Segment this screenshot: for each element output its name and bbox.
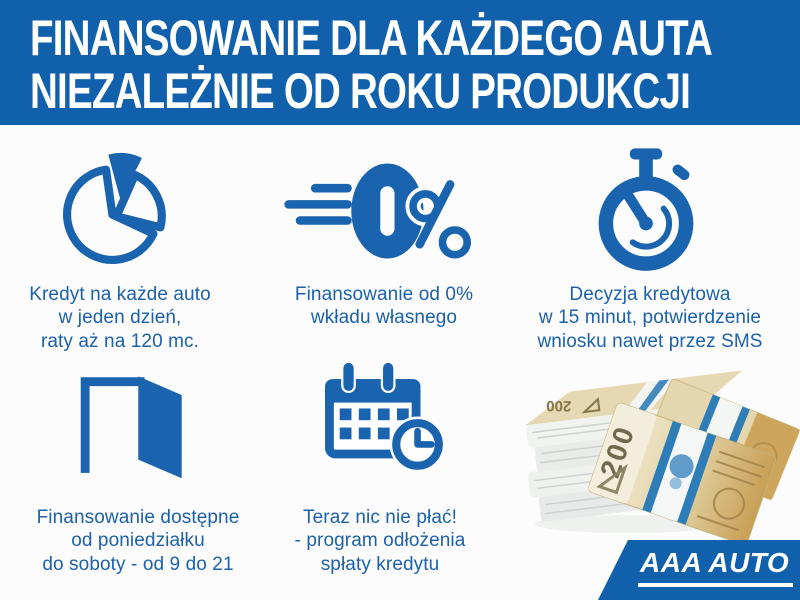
clock-hands bbox=[414, 427, 435, 448]
calendar-pegs bbox=[341, 360, 396, 394]
watch-side-button bbox=[672, 164, 690, 181]
money-stacks-image: 200 200 bbox=[525, 370, 800, 545]
pie-exploded-slice bbox=[108, 152, 142, 201]
calendar-grid bbox=[339, 408, 409, 440]
watch-center bbox=[639, 216, 653, 231]
pie-chart-icon bbox=[63, 152, 166, 264]
caption-decision: Decyzja kredytowa w 15 minut, potwierdze… bbox=[537, 284, 763, 352]
caption-deferred-payment: Teraz nic nie płać! - program odłożenia … bbox=[294, 507, 466, 575]
watch-ring bbox=[598, 176, 694, 271]
watch-top-button bbox=[629, 148, 663, 160]
open-door-icon bbox=[80, 376, 182, 479]
watch-inner-arc bbox=[629, 205, 673, 250]
door-frame bbox=[80, 377, 145, 473]
caption-credit: Kredyt na każde auto w jeden dzień, raty… bbox=[29, 284, 211, 352]
door-panel bbox=[138, 376, 182, 479]
pie-body bbox=[63, 165, 158, 264]
stopwatch-icon bbox=[598, 148, 694, 271]
headline-line2: NIEZALEŻNIE OD ROKU PRODUKCJI bbox=[30, 63, 691, 119]
headline-line1: FINANSOWANIE DLA KAŻDEGO AUTA bbox=[30, 10, 713, 66]
caption-availability: Finansowanie dostępne od poniedziałku do… bbox=[36, 507, 240, 575]
headline: FINANSOWANIE DLA KAŻDEGO AUTA NIEZALEŻNI… bbox=[30, 12, 800, 118]
calendar-clock-icon bbox=[325, 360, 446, 473]
header-banner: FINANSOWANIE DLA KAŻDEGO AUTA NIEZALEŻNI… bbox=[0, 0, 800, 125]
pie-cut-wedge bbox=[112, 170, 166, 232]
banknote-200: 200 bbox=[546, 397, 571, 414]
percent-glyph bbox=[405, 180, 471, 259]
money-bundle-front: 200 bbox=[588, 402, 776, 545]
caption-zero-percent: Finansowanie od 0% wkładu własnego bbox=[294, 284, 474, 329]
aaa-auto-logo-text: AAA AUTO bbox=[638, 547, 794, 587]
speed-lines bbox=[284, 183, 352, 225]
zero-percent-icon bbox=[284, 163, 471, 259]
aaa-auto-logo: AAA AUTO bbox=[598, 540, 800, 600]
